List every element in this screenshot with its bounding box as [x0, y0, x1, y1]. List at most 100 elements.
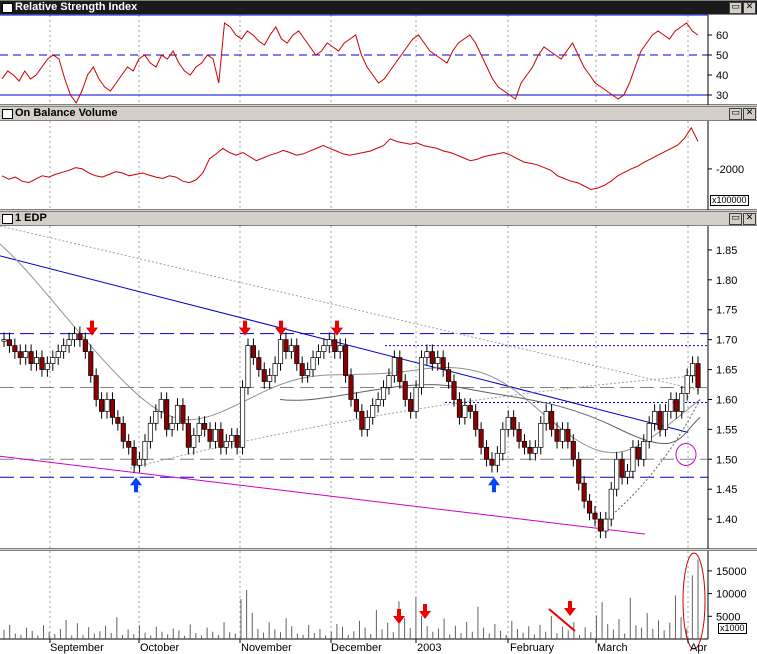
candle-body [120, 423, 126, 442]
x-tick-label: March [597, 642, 628, 654]
candle-body [207, 429, 213, 442]
candle-body [511, 417, 517, 430]
red-down-arrow-icon [331, 320, 343, 336]
candle-body [212, 429, 219, 442]
panel-menu-icon[interactable] [2, 214, 13, 224]
candle-body [61, 345, 67, 352]
candle-body [690, 363, 696, 376]
panel-menu-icon[interactable] [2, 109, 13, 119]
candle-body [408, 399, 414, 412]
obv-line [1, 126, 699, 191]
candle-body [684, 375, 690, 394]
y-tick-label: 5000 [716, 611, 740, 623]
candle-body [202, 423, 208, 430]
panel-menu-icon[interactable] [2, 3, 13, 13]
candle-body [142, 440, 148, 460]
candle-body [326, 339, 332, 346]
obv-panel: On Balance Volume ▭ ✕ -2000 x100000 [0, 106, 757, 210]
y-tick-label: 1.50 [716, 454, 737, 466]
rsi-title: Relative Strength Index [15, 1, 138, 13]
x-tick-label: December [331, 642, 382, 654]
candle-body [440, 357, 446, 370]
candle-body [1, 339, 7, 342]
candle-body [136, 458, 143, 466]
y-tick-label: 10000 [716, 589, 747, 601]
y-tick-label: 50 [716, 50, 728, 62]
candle-body [99, 399, 105, 412]
candle-body [462, 405, 468, 418]
close-icon[interactable]: ✕ [743, 108, 756, 120]
candle-body [223, 440, 229, 448]
candle-body [104, 399, 110, 412]
candle-body [218, 429, 224, 448]
candle-body [164, 399, 170, 430]
obv-chart: -2000 [1, 121, 744, 210]
y-tick-label: 30 [716, 90, 728, 102]
candle-body [234, 435, 240, 448]
candle-body [635, 446, 641, 460]
red-down-arrow-icon [393, 609, 405, 624]
red-down-arrow-icon [564, 601, 576, 616]
long-moving-average-line [279, 384, 701, 445]
candle-body [196, 423, 202, 436]
candle-body [456, 399, 462, 418]
minimize-icon[interactable]: ▭ [729, 108, 742, 120]
candle-body [337, 345, 343, 352]
candle-body [538, 423, 544, 448]
candle-body [630, 446, 636, 472]
candle-body [570, 440, 576, 460]
price-title: 1 EDP [15, 212, 47, 224]
close-icon[interactable]: ✕ [743, 2, 756, 14]
candle-body [603, 518, 609, 532]
x-tick-label: October [140, 642, 179, 654]
candle-body [543, 411, 549, 424]
candle-body [402, 381, 408, 400]
candle-body [191, 435, 197, 448]
price-chart: 1.40 1.45 1.50 1.55 1.60 1.65 1.70 1.75 1.80 1.85 [0, 225, 737, 549]
minimize-icon[interactable]: ▭ [729, 213, 742, 225]
candle-body [614, 458, 620, 490]
candle-body [652, 411, 658, 424]
y-tick-label: -2000 [716, 164, 744, 176]
candle-body [429, 351, 435, 364]
close-icon[interactable]: ✕ [743, 213, 756, 225]
candle-body [272, 363, 278, 376]
candle-body [391, 357, 397, 376]
candle-body [88, 351, 94, 376]
candle-body [505, 417, 511, 430]
highlight-ellipse-icon [682, 552, 706, 650]
y-tick-label: 1.60 [716, 394, 737, 406]
candle-body [467, 405, 473, 412]
blue-up-arrow-icon [488, 477, 500, 493]
volume-chart: 5000 10000 15000 September October November De… [0, 551, 747, 654]
candle-body [245, 345, 251, 388]
candle-body [608, 488, 614, 520]
x-tick-label: September [50, 642, 104, 654]
candle-body [348, 375, 354, 400]
candle-body [55, 351, 61, 358]
rsi-panel: Relative Strength Index ▭ ✕ 30 40 50 60 [0, 0, 757, 105]
x-tick-label: 2003 [417, 642, 441, 654]
y-tick-label: 1.40 [716, 514, 737, 526]
highlight-circle-icon [675, 442, 697, 466]
y-tick-label: 1.45 [716, 484, 737, 496]
candle-body [554, 429, 560, 442]
candle-body [283, 339, 289, 352]
price-panel: 1 EDP ▭ ✕ 1.40 1.45 1.50 1.55 1.60 1.65 1.70 1.… [0, 211, 757, 549]
downtrend-line [0, 255, 689, 433]
candle-body [332, 339, 338, 352]
candle-body [418, 357, 425, 388]
candle-body [126, 440, 132, 448]
volume-panel: 5000 10000 15000 September October November De… [0, 550, 757, 654]
obv-titlebar: On Balance Volume ▭ ✕ [0, 107, 757, 121]
candle-body [185, 423, 191, 448]
candle-body [6, 339, 12, 346]
candle-body [375, 399, 381, 406]
candle-body [250, 345, 256, 358]
minimize-icon[interactable]: ▭ [729, 2, 742, 14]
rsi-chart: 30 40 50 60 [0, 14, 728, 105]
obv-title: On Balance Volume [15, 107, 118, 119]
candle-body [521, 440, 528, 448]
candle-body [565, 429, 571, 442]
